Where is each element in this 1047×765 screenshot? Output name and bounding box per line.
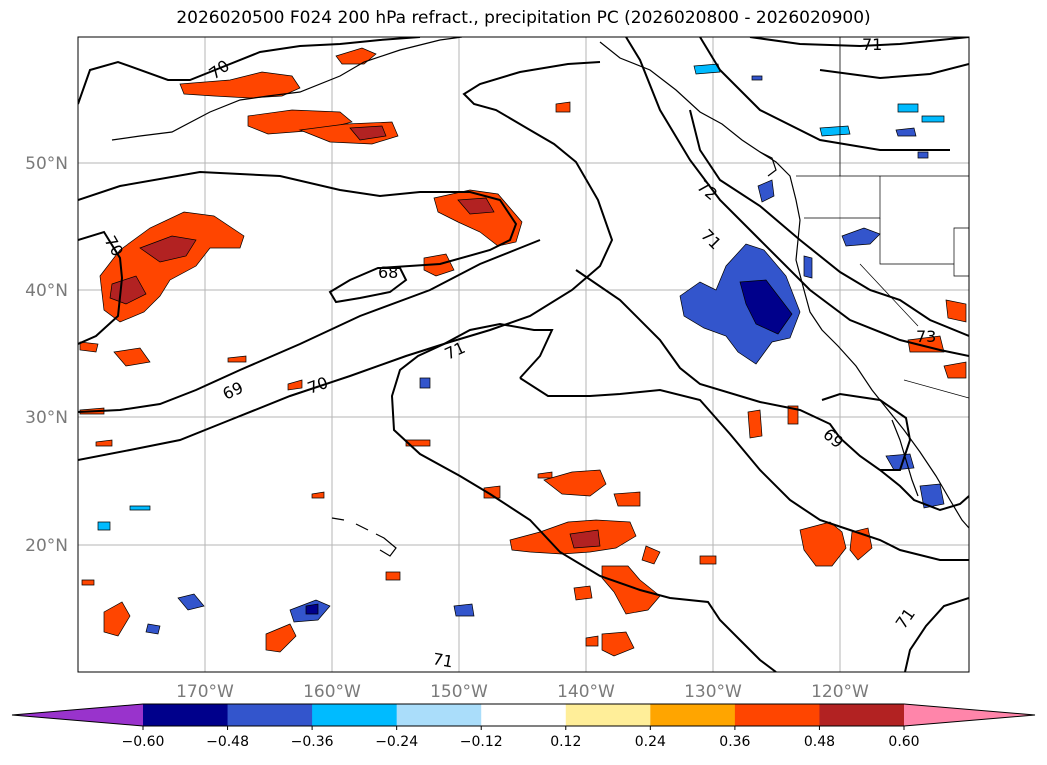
colorbar-tick-label: −0.36 bbox=[291, 734, 334, 750]
lon-tick-label: 150°W bbox=[430, 682, 488, 702]
lon-tick-label: 170°W bbox=[176, 682, 234, 702]
lat-tick-label: 30°N bbox=[25, 408, 68, 428]
colorbar-bin bbox=[481, 704, 567, 726]
contour-label: 68 bbox=[378, 263, 398, 282]
lon-tick-label: 130°W bbox=[684, 682, 742, 702]
contour-label: 73 bbox=[916, 327, 936, 346]
lon-tick-label: 160°W bbox=[303, 682, 361, 702]
colorbar-bin bbox=[565, 704, 651, 726]
lat-tick-label: 20°N bbox=[25, 536, 68, 556]
lon-tick-label: 140°W bbox=[557, 682, 615, 702]
lon-tick-labels: 170°W 160°W 150°W 140°W 130°W 120°W bbox=[176, 682, 869, 702]
map-title: 2026020500 F024 200 hPa refract., precip… bbox=[176, 8, 871, 28]
colorbar-tick-label: −0.24 bbox=[375, 734, 418, 750]
colorbar-tick-label: 0.12 bbox=[550, 734, 581, 750]
coastlines bbox=[111, 37, 969, 557]
colorbar-tick-label: 0.60 bbox=[888, 734, 919, 750]
colorbar-tick-label: −0.48 bbox=[206, 734, 249, 750]
colorbar-bin bbox=[227, 704, 313, 726]
colorbar-bin bbox=[312, 704, 398, 726]
lat-tick-labels: 50°N 40°N 30°N 20°N bbox=[25, 154, 68, 556]
positive-precip-areas bbox=[79, 47, 967, 657]
colorbar-tick-label: 0.48 bbox=[804, 734, 835, 750]
colorbar-bin bbox=[819, 704, 905, 726]
colorbar-bin bbox=[734, 704, 820, 726]
colorbar-extend-max bbox=[904, 704, 1035, 726]
lon-tick-label: 120°W bbox=[811, 682, 869, 702]
colorbar-tick-label: 0.36 bbox=[719, 734, 750, 750]
contour-label: 71 bbox=[862, 35, 882, 54]
lat-tick-label: 50°N bbox=[25, 154, 68, 174]
colorbar-bin bbox=[143, 704, 229, 726]
map-frame bbox=[77, 36, 970, 673]
refractivity-contours bbox=[78, 37, 969, 672]
colorbar-bin bbox=[396, 704, 482, 726]
colorbar-tick-label: −0.60 bbox=[122, 734, 165, 750]
colorbar-bin bbox=[650, 704, 736, 726]
colorbar-tick-label: 0.24 bbox=[635, 734, 666, 750]
lat-tick-label: 40°N bbox=[25, 281, 68, 301]
borders bbox=[796, 37, 969, 399]
colorbar: −0.60 −0.48 −0.36 −0.24 −0.12 0.12 0.24 0.36 0.4… bbox=[11, 703, 1036, 750]
colorbar-tick-label: −0.12 bbox=[460, 734, 503, 750]
contour-label: 71 bbox=[431, 649, 454, 671]
negative-precip-areas bbox=[97, 63, 945, 635]
colorbar-extend-min bbox=[12, 704, 143, 726]
